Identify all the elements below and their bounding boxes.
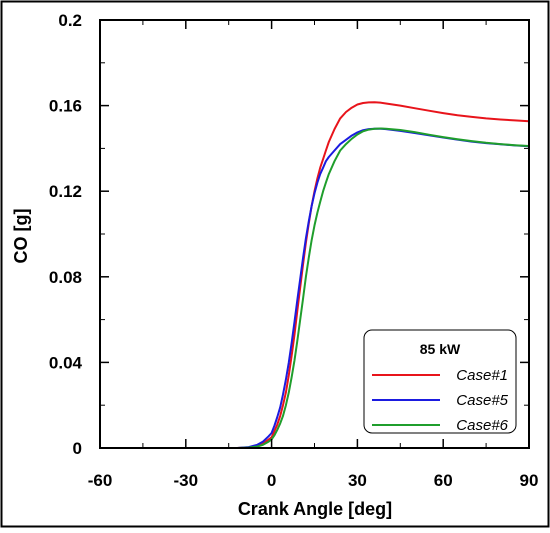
y-tick-label: 0.2 [58, 11, 82, 30]
y-tick-label: 0.16 [49, 97, 82, 116]
x-tick-label: 60 [434, 471, 453, 490]
x-axis-ticks: -60 -30 0 30 60 90 [88, 20, 539, 490]
y-tick-label: 0.12 [49, 182, 82, 201]
x-tick-label: 0 [267, 471, 276, 490]
x-tick-label: 30 [348, 471, 367, 490]
series-layer [100, 101, 530, 449]
legend-label-2: Case#5 [456, 392, 508, 409]
y-axis-ticks: 0 0.04 0.08 0.12 0.16 0.2 [49, 11, 529, 458]
legend-label-3: Case#6 [456, 417, 508, 434]
legend-title: 85 kW [420, 341, 461, 357]
series-line-3 [100, 127, 530, 449]
legend-box [363, 329, 517, 434]
x-tick-label: -30 [174, 471, 199, 490]
x-tick-label: 90 [520, 471, 539, 490]
y-axis-title: CO [g] [11, 209, 31, 264]
x-tick-label: -60 [88, 471, 113, 490]
y-tick-label: 0 [73, 439, 82, 458]
legend: 85 kW Case#1 Case#5 Case#6 [363, 329, 517, 434]
y-tick-label: 0.08 [49, 268, 82, 287]
y-tick-label: 0.04 [49, 353, 83, 372]
legend-label-1: Case#1 [456, 367, 508, 384]
series-line-1 [100, 101, 530, 449]
legend-items: Case#1 Case#5 Case#6 [372, 367, 509, 434]
x-axis-title: Crank Angle [deg] [238, 499, 392, 519]
